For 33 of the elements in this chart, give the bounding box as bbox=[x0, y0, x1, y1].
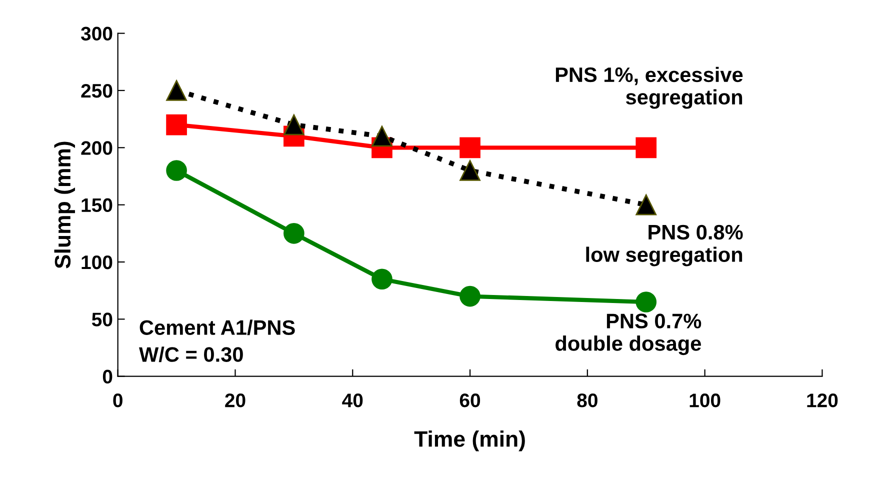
point bbox=[166, 114, 187, 136]
series-label: PNS 1%, excessive segregation bbox=[556, 66, 743, 109]
point bbox=[636, 137, 657, 158]
y-tick-label: 150 bbox=[82, 198, 112, 212]
y-tick-label: 200 bbox=[81, 141, 112, 155]
x-tick-label: 100 bbox=[690, 394, 720, 408]
point bbox=[460, 286, 480, 307]
x-axis-title: Time (min) bbox=[414, 430, 525, 452]
point bbox=[166, 80, 187, 101]
point bbox=[284, 114, 304, 136]
point bbox=[372, 268, 392, 290]
x-tick-label: 40 bbox=[342, 394, 363, 408]
x-tick-label: 80 bbox=[577, 394, 598, 408]
y-tick-label: 300 bbox=[80, 26, 112, 41]
y-tick-label: 250 bbox=[81, 84, 112, 98]
point bbox=[460, 160, 480, 181]
y-tick-label: 100 bbox=[82, 255, 112, 270]
x-tick-label: 20 bbox=[225, 394, 246, 408]
point bbox=[284, 222, 304, 244]
series-label: PNS 0.8% low segregation bbox=[586, 224, 743, 266]
y-tick-label: 0 bbox=[102, 370, 112, 384]
point bbox=[636, 194, 657, 216]
x-tick-label: 120 bbox=[807, 394, 838, 408]
point bbox=[636, 292, 657, 312]
x-tick-label: 60 bbox=[460, 394, 480, 408]
point bbox=[460, 137, 480, 158]
x-tick-label: 0 bbox=[113, 394, 122, 408]
y-tick-label: 50 bbox=[92, 312, 112, 326]
y-axis-title: Slump (mm) bbox=[54, 142, 75, 268]
point bbox=[372, 126, 392, 147]
point bbox=[166, 160, 187, 181]
series-label: PNS 0.7% double dosage bbox=[556, 314, 702, 356]
annotation: Cement A1/PNS W/C = 0.30 bbox=[138, 320, 295, 362]
